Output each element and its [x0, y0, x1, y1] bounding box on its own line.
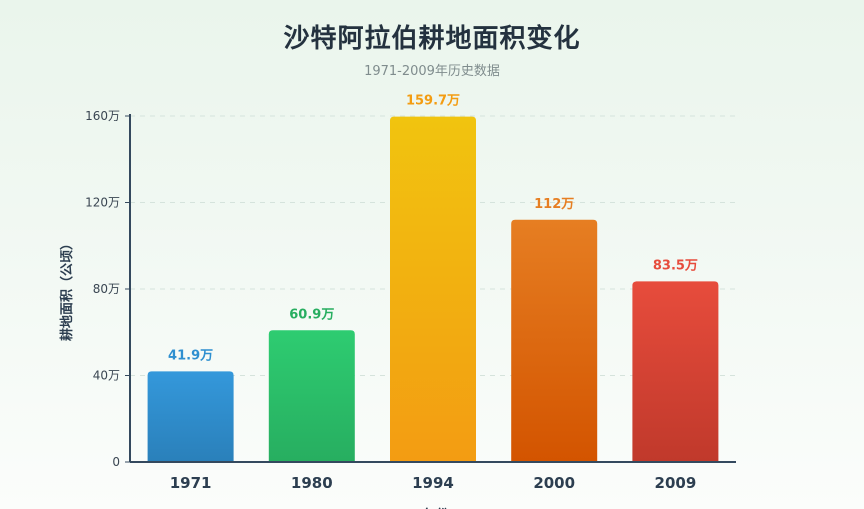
bar-1994[interactable] — [390, 116, 476, 463]
x-tick-label-1994: 1994 — [412, 474, 454, 492]
x-tick-label-2000: 2000 — [533, 474, 575, 492]
data-label-1994: 159.7万 — [406, 94, 460, 109]
bar-2000[interactable] — [511, 219, 598, 462]
y-tick-label: 80万 — [93, 282, 120, 296]
y-tick-label: 120万 — [85, 196, 120, 210]
bar-2009[interactable] — [632, 281, 719, 462]
x-tick-label-1980: 1980 — [291, 474, 333, 492]
bars — [147, 116, 719, 463]
data-label-2009: 83.5万 — [653, 258, 698, 273]
data-label-1980: 60.9万 — [289, 307, 334, 322]
bar-1980[interactable] — [268, 330, 355, 462]
bar-1971[interactable] — [147, 371, 234, 462]
data-labels: 41.9万 60.9万 159.7万 112万 83.5万 — [168, 94, 698, 364]
y-axis-title: 耕地面积（公顷） — [59, 237, 75, 341]
chart-subtitle: 1971-2009年历史数据 — [364, 64, 500, 79]
axes: 0 40万 80万 120万 160万 1971 1980 1994 2000 2009 — [85, 109, 736, 492]
x-tick-label-1971: 1971 — [170, 474, 212, 492]
y-tick-label: 160万 — [85, 109, 120, 123]
x-axis-title: 年份 — [423, 507, 450, 509]
y-tick-label: 40万 — [93, 369, 120, 383]
x-tick-label-2009: 2009 — [655, 474, 697, 492]
data-label-2000: 112万 — [534, 197, 574, 212]
y-tick-label: 0 — [112, 455, 120, 469]
chart-title: 沙特阿拉伯耕地面积变化 — [283, 24, 581, 54]
data-label-1971: 41.9万 — [168, 348, 213, 363]
